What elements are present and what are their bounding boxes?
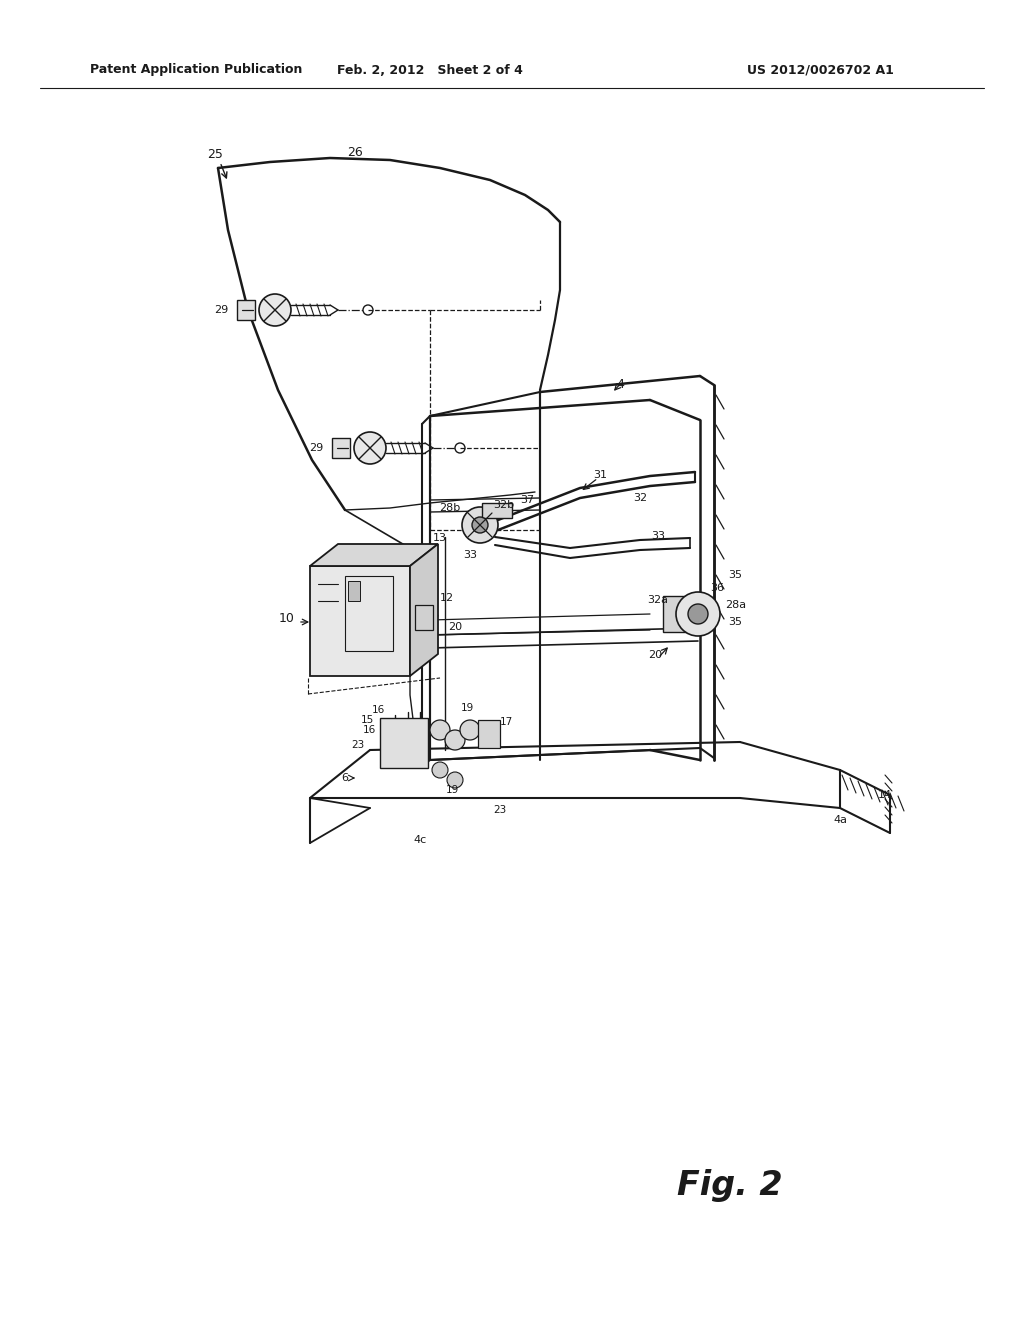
- Text: 25: 25: [207, 149, 223, 161]
- Text: 37: 37: [520, 495, 535, 506]
- FancyBboxPatch shape: [482, 503, 512, 517]
- FancyBboxPatch shape: [332, 438, 350, 458]
- Text: 32a: 32a: [647, 595, 669, 605]
- FancyBboxPatch shape: [380, 718, 428, 768]
- FancyBboxPatch shape: [478, 719, 500, 748]
- Text: 17: 17: [500, 717, 513, 727]
- Circle shape: [445, 730, 465, 750]
- Text: 12: 12: [440, 593, 454, 603]
- Text: 4: 4: [616, 379, 624, 392]
- Text: 19: 19: [445, 785, 459, 795]
- Text: 16: 16: [372, 705, 385, 715]
- Circle shape: [688, 605, 708, 624]
- Text: 4c: 4c: [414, 836, 427, 845]
- FancyBboxPatch shape: [663, 597, 695, 632]
- Circle shape: [354, 432, 386, 465]
- Text: 20: 20: [449, 622, 462, 632]
- Text: 28b: 28b: [438, 503, 460, 513]
- Circle shape: [432, 762, 449, 777]
- Circle shape: [447, 772, 463, 788]
- Circle shape: [430, 719, 450, 741]
- Text: 31: 31: [593, 470, 607, 480]
- Text: Feb. 2, 2012   Sheet 2 of 4: Feb. 2, 2012 Sheet 2 of 4: [337, 63, 523, 77]
- Circle shape: [472, 517, 488, 533]
- Text: 29: 29: [309, 444, 323, 453]
- Text: 33: 33: [651, 531, 665, 541]
- Text: 32b: 32b: [493, 500, 514, 510]
- Text: 19: 19: [461, 704, 474, 713]
- Text: Patent Application Publication: Patent Application Publication: [90, 63, 302, 77]
- FancyBboxPatch shape: [310, 566, 410, 676]
- Text: 35: 35: [728, 570, 742, 579]
- Text: 16: 16: [362, 725, 376, 735]
- Text: 23: 23: [352, 741, 365, 750]
- Polygon shape: [410, 544, 438, 676]
- Text: 20: 20: [648, 649, 663, 660]
- Text: 13: 13: [433, 533, 447, 543]
- Text: Fig. 2: Fig. 2: [677, 1168, 782, 1201]
- FancyBboxPatch shape: [348, 581, 360, 601]
- Text: US 2012/0026702 A1: US 2012/0026702 A1: [746, 63, 893, 77]
- Text: 29: 29: [214, 305, 228, 315]
- Text: 15: 15: [360, 715, 374, 725]
- Circle shape: [676, 591, 720, 636]
- Text: 23: 23: [494, 805, 507, 814]
- Polygon shape: [310, 544, 438, 566]
- Text: 32: 32: [633, 492, 647, 503]
- FancyBboxPatch shape: [237, 300, 255, 319]
- Text: 10: 10: [280, 611, 295, 624]
- Text: 36: 36: [710, 583, 724, 593]
- Text: 35: 35: [728, 616, 742, 627]
- Text: 33: 33: [463, 550, 477, 560]
- Circle shape: [259, 294, 291, 326]
- Text: 4a: 4a: [833, 814, 847, 825]
- Text: 28a: 28a: [725, 601, 746, 610]
- Circle shape: [462, 507, 498, 543]
- Text: 26: 26: [347, 145, 362, 158]
- Text: 14: 14: [878, 789, 892, 800]
- FancyBboxPatch shape: [415, 605, 433, 630]
- Circle shape: [460, 719, 480, 741]
- Text: 6: 6: [341, 774, 348, 783]
